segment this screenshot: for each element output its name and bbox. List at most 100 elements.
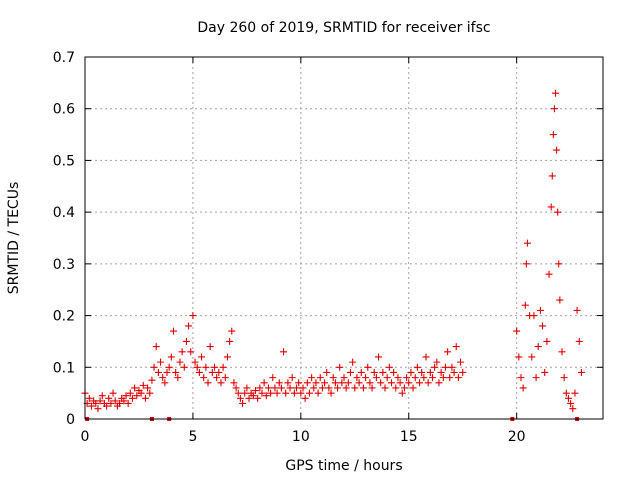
data-point <box>409 384 417 392</box>
data-point <box>523 239 531 247</box>
data-point <box>195 368 203 376</box>
data-point <box>340 374 348 382</box>
data-point <box>355 379 363 387</box>
data-point <box>323 368 331 376</box>
data-point <box>316 374 324 382</box>
data-point <box>519 384 527 392</box>
data-point <box>325 384 333 392</box>
data-point <box>128 394 136 402</box>
axis-ticks: 0 5 10 15 20 0 0.1 0.2 0.3 0.4 0.5 0.6 0.7 <box>53 50 603 445</box>
data-point <box>150 363 158 371</box>
data-point <box>428 374 436 382</box>
data-point <box>521 301 529 309</box>
data-point <box>547 203 555 211</box>
data-point <box>548 172 556 180</box>
data-point <box>383 374 391 382</box>
data-point <box>116 399 124 407</box>
y-tick-label: 0.4 <box>53 205 75 221</box>
data-point <box>528 353 536 361</box>
data-point <box>318 384 326 392</box>
data-point <box>258 389 266 397</box>
data-point <box>204 379 212 387</box>
data-point <box>310 384 318 392</box>
data-point <box>299 384 307 392</box>
data-point <box>269 374 277 382</box>
data-point <box>256 384 264 392</box>
data-point <box>109 389 117 397</box>
data-point <box>344 379 352 387</box>
data-point <box>385 363 393 371</box>
data-point <box>562 389 570 397</box>
data-points <box>81 89 585 421</box>
data-point <box>178 348 186 356</box>
data-point <box>297 389 305 397</box>
data-point <box>182 337 190 345</box>
data-point <box>366 379 374 387</box>
y-tick-label: 0.1 <box>53 360 75 376</box>
data-point <box>165 363 173 371</box>
x-tick-label: 10 <box>292 429 310 445</box>
data-point <box>260 379 268 387</box>
data-point <box>187 348 195 356</box>
x-tick-label: 20 <box>508 429 526 445</box>
data-point <box>105 394 113 402</box>
data-point <box>96 397 104 405</box>
data-point <box>176 358 184 366</box>
data-point <box>441 363 449 371</box>
data-point <box>522 260 530 268</box>
data-point <box>554 208 562 216</box>
data-point <box>167 353 175 361</box>
x-tick-label: 5 <box>188 429 197 445</box>
data-point <box>452 343 460 351</box>
data-point <box>137 389 145 397</box>
data-point <box>422 353 430 361</box>
data-point <box>148 376 156 384</box>
data-point <box>92 399 100 407</box>
data-point <box>157 358 165 366</box>
data-point <box>387 379 395 387</box>
x-axis-label: GPS time / hours <box>285 458 402 474</box>
data-point <box>392 384 400 392</box>
data-point <box>239 399 247 407</box>
data-point <box>85 394 93 402</box>
data-point <box>185 322 193 330</box>
data-point <box>211 363 218 371</box>
data-point <box>221 374 229 382</box>
data-point <box>394 374 402 382</box>
chart-title: Day 260 of 2019, SRMTID for receiver ifs… <box>197 20 490 36</box>
plot-frame <box>84 56 604 420</box>
data-point <box>282 389 290 397</box>
data-point <box>362 374 370 382</box>
data-point <box>180 363 188 371</box>
data-point <box>144 384 152 392</box>
data-point <box>457 358 465 366</box>
data-point <box>312 379 320 387</box>
data-point <box>571 389 579 397</box>
data-point <box>262 392 270 400</box>
y-tick-label: 0 <box>66 412 75 428</box>
data-point <box>243 384 251 392</box>
data-point <box>280 348 288 356</box>
data-point <box>271 384 279 392</box>
data-point <box>407 368 415 376</box>
data-point <box>390 368 398 376</box>
data-point <box>267 389 275 397</box>
data-point <box>321 379 329 387</box>
data-point <box>372 374 380 382</box>
data-point <box>193 363 201 371</box>
data-point <box>349 358 357 366</box>
data-point <box>189 312 197 320</box>
data-point <box>308 374 316 382</box>
data-point <box>198 353 206 361</box>
data-point <box>418 368 426 376</box>
data-point <box>277 384 285 392</box>
data-point <box>573 306 581 314</box>
data-point <box>444 348 452 356</box>
data-point <box>107 399 115 407</box>
data-point <box>228 327 236 335</box>
data-point <box>405 379 413 387</box>
data-point <box>426 368 434 376</box>
data-point <box>290 389 298 397</box>
data-point <box>273 389 281 397</box>
data-point <box>305 389 313 397</box>
